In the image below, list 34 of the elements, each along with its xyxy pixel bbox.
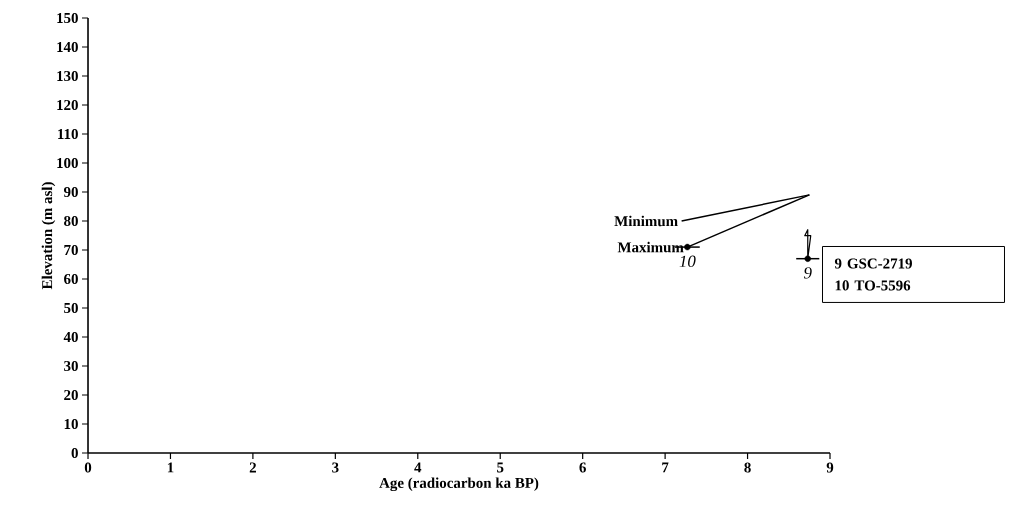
- y-tick-label: 70: [64, 244, 78, 256]
- x-tick-label: 6: [579, 462, 586, 473]
- y-tick-label: 10: [64, 418, 78, 430]
- series-label: Maximum: [617, 241, 684, 253]
- x-tick-label: 1: [167, 462, 174, 473]
- x-tick-label: 5: [497, 462, 504, 473]
- text: 10 TO-5596: [835, 280, 911, 291]
- y-tick-label: 20: [64, 389, 78, 401]
- x-axis-title: Age (radiocarbon ka BP): [379, 477, 539, 492]
- x-tick-label: 3: [332, 462, 339, 473]
- y-tick-label: 120: [57, 99, 78, 111]
- annotation: 9: [804, 267, 812, 279]
- y-tick-label: 140: [57, 41, 78, 53]
- annotation: 10: [679, 255, 696, 268]
- x-tick-label: 7: [662, 462, 669, 473]
- y-tick-label: 0: [71, 447, 78, 459]
- x-tick-label: 0: [84, 462, 92, 473]
- x-tick-label: 9: [826, 462, 834, 473]
- text: 9 GSC-2719: [834, 258, 912, 269]
- y-tick-label: 80: [64, 215, 78, 227]
- x-tick-label: 8: [744, 462, 751, 473]
- series-label: Minimum: [614, 215, 678, 227]
- y-axis-title: Elevation (m asl): [41, 182, 56, 290]
- x-tick-label: 2: [249, 462, 256, 473]
- y-tick-label: 40: [63, 331, 78, 343]
- y-tick-label: 110: [58, 128, 78, 140]
- y-tick-label: 130: [57, 70, 78, 82]
- y-tick-label: 150: [57, 12, 78, 24]
- y-tick-label: 90: [63, 186, 78, 198]
- y-tick-label: 30: [64, 360, 78, 372]
- y-tick-label: 50: [64, 302, 78, 314]
- y-tick-label: 60: [64, 273, 78, 285]
- x-tick-label: 4: [414, 462, 422, 473]
- y-tick-label: 100: [57, 157, 78, 169]
